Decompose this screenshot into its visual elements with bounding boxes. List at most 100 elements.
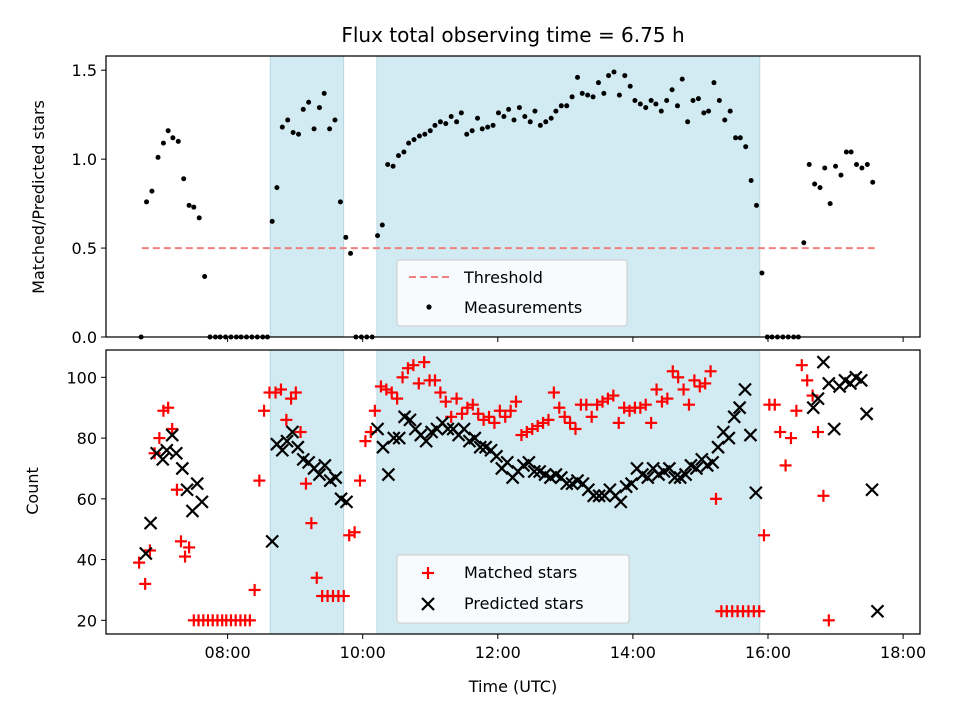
measurement-point xyxy=(285,117,291,123)
legend-matched-swatch xyxy=(422,567,434,579)
measurements-layer xyxy=(138,69,876,340)
predicted-stars-point xyxy=(732,400,747,415)
top-legend: Threshold Measurements xyxy=(396,259,628,327)
predicted-stars-point xyxy=(870,604,885,618)
matched-stars-point xyxy=(418,356,431,369)
measurement-point xyxy=(432,122,438,128)
measurement-point xyxy=(801,240,807,246)
predicted-stars-point xyxy=(689,461,704,476)
matched-stars-point xyxy=(139,577,152,590)
measurement-point xyxy=(754,202,760,208)
measurement-point xyxy=(859,165,865,171)
measurement-point xyxy=(385,161,391,167)
measurement-point xyxy=(511,117,517,123)
ratio-panel: 0.0 0.5 1.0 1.5 Matched/Predicted stars Thr… xyxy=(29,55,921,347)
predicted-stars-point xyxy=(559,476,574,491)
measurement-point xyxy=(175,138,181,144)
measurement-point xyxy=(181,176,187,182)
predicted-stars-point xyxy=(160,443,174,458)
y-tick-label: 40 xyxy=(77,551,97,570)
measurement-point xyxy=(196,215,202,221)
measurement-point xyxy=(454,119,460,125)
measurement-point xyxy=(186,202,192,208)
measurement-point xyxy=(395,153,401,159)
measurement-point xyxy=(149,188,155,194)
measurement-point xyxy=(711,80,717,86)
measurement-point xyxy=(406,140,412,146)
matched-stars-point xyxy=(428,374,441,387)
matched-stars-point xyxy=(493,404,506,417)
matched-stars-point xyxy=(359,435,372,448)
measurement-point xyxy=(516,105,522,111)
top-y-ticks: 0.0 0.5 1.0 1.5 xyxy=(72,61,106,347)
matched-stars-point xyxy=(289,386,302,399)
measurement-point xyxy=(579,90,585,96)
bottom-x-ticks: 08:00 10:00 12:00 14:00 16:00 18:00 xyxy=(205,634,926,662)
predicted-stars-point xyxy=(419,434,433,448)
measurement-point xyxy=(590,94,596,100)
predicted-stars-point xyxy=(586,489,601,503)
predicted-stars-point xyxy=(169,446,184,461)
predicted-stars-point xyxy=(613,495,628,509)
matched-stars-point xyxy=(564,416,577,429)
matched-stars-point xyxy=(806,389,819,402)
bottom-legend-box xyxy=(396,554,630,624)
matched-stars-point xyxy=(569,422,582,435)
matched-stars-point xyxy=(368,404,381,417)
predicted-stars-point xyxy=(678,467,693,482)
measurement-point xyxy=(306,99,312,105)
predicted-stars-point xyxy=(811,391,825,406)
matched-stars-point xyxy=(774,426,787,439)
matched-stars-point xyxy=(483,410,496,423)
measurement-point xyxy=(737,135,743,141)
matched-stars-point xyxy=(499,410,512,423)
matched-stars-point xyxy=(248,583,261,596)
predicted-stars-point xyxy=(668,470,682,485)
predicted-stars-point xyxy=(370,422,385,436)
matched-stars-point xyxy=(768,398,781,411)
measurement-point xyxy=(327,126,333,132)
x-tick-label: 16:00 xyxy=(745,643,791,662)
measurement-point xyxy=(653,101,659,107)
measurement-point xyxy=(448,113,454,119)
predicted-stars-point xyxy=(285,425,300,439)
predicted-stars-point xyxy=(275,443,290,458)
predicted-stars-point xyxy=(386,431,401,445)
measurement-point xyxy=(427,128,433,134)
measurement-point xyxy=(838,172,844,178)
measurement-point xyxy=(695,96,701,102)
predicted-stars-point xyxy=(865,482,879,497)
measurement-point xyxy=(706,108,712,114)
measurement-point xyxy=(606,73,612,79)
matched-stars-point xyxy=(757,529,770,542)
y-tick-label: 0.0 xyxy=(72,328,97,347)
measurement-point xyxy=(685,119,691,125)
matched-stars-point xyxy=(677,383,690,396)
measurement-point xyxy=(674,103,680,109)
measurement-point xyxy=(379,222,385,228)
predicted-stars-point xyxy=(339,495,354,509)
x-tick-label: 18:00 xyxy=(880,643,926,662)
matched-stars-point xyxy=(243,614,256,627)
matched-stars-point xyxy=(709,492,722,505)
matched-stars-point xyxy=(450,392,463,405)
predicted-stars-point xyxy=(291,440,305,454)
matched-stars-point xyxy=(299,477,312,490)
top-x-ticks xyxy=(227,337,904,342)
x-tick-label: 10:00 xyxy=(340,643,386,662)
x-tick-label: 14:00 xyxy=(610,643,656,662)
matched-stars-point xyxy=(488,416,501,429)
count-panel: 20 40 60 80 100 08:00 10:00 12:00 14:00 16:00 18:… xyxy=(23,349,926,696)
matched-stars-point xyxy=(795,359,808,372)
matched-stars-point xyxy=(822,614,835,627)
measurement-point xyxy=(458,110,464,116)
matched-stars-point xyxy=(396,371,409,384)
x-tick-label: 08:00 xyxy=(205,643,251,662)
measurement-point xyxy=(833,163,839,169)
predicted-stars-point xyxy=(265,534,279,549)
measurement-point xyxy=(490,122,496,128)
measurement-point xyxy=(501,113,507,119)
predicted-stars-point xyxy=(175,461,190,476)
predicted-stars-point xyxy=(854,373,869,388)
